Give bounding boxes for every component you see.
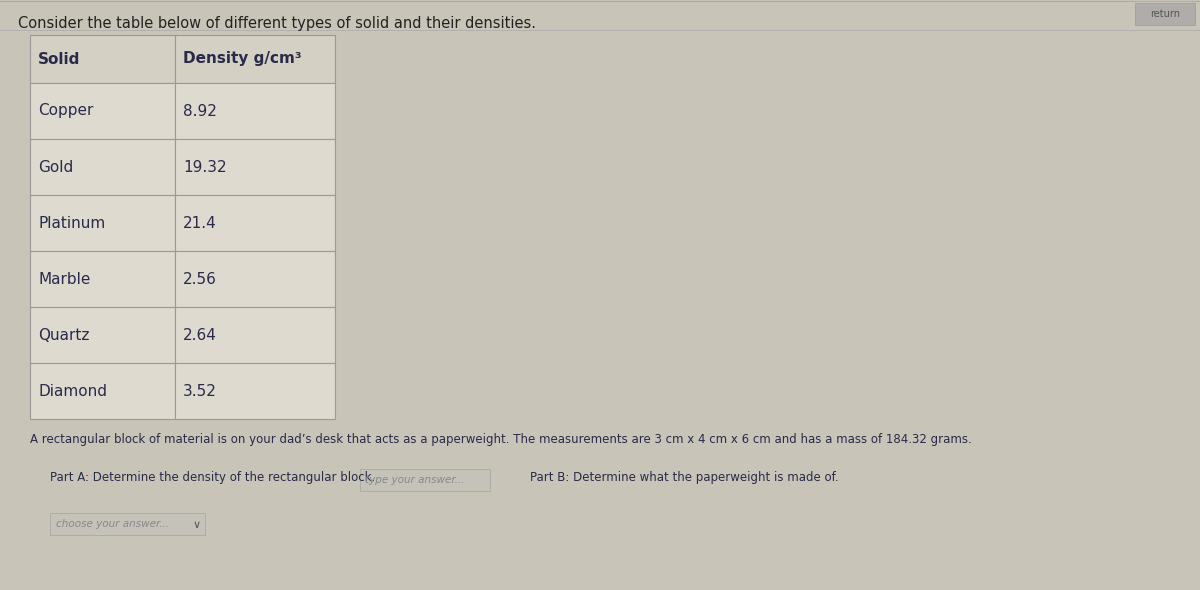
Text: ∨: ∨ bbox=[193, 520, 202, 530]
Text: 8.92: 8.92 bbox=[182, 103, 217, 119]
Text: Part B: Determine what the paperweight is made of.: Part B: Determine what the paperweight i… bbox=[530, 471, 839, 484]
Bar bbox=[30, 251, 175, 307]
Bar bbox=[30, 83, 175, 139]
Bar bbox=[30, 195, 175, 251]
Bar bbox=[175, 251, 335, 307]
Bar bbox=[175, 35, 335, 83]
Bar bbox=[30, 139, 175, 195]
Text: Diamond: Diamond bbox=[38, 384, 107, 398]
Bar bbox=[175, 195, 335, 251]
Bar bbox=[175, 139, 335, 195]
Text: Platinum: Platinum bbox=[38, 215, 106, 231]
Bar bbox=[360, 469, 490, 491]
Text: Part A: Determine the density of the rectangular block.: Part A: Determine the density of the rec… bbox=[50, 471, 376, 484]
Text: A rectangular block of material is on your dad’s desk that acts as a paperweight: A rectangular block of material is on yo… bbox=[30, 433, 972, 446]
Bar bbox=[30, 307, 175, 363]
Bar bbox=[30, 363, 175, 419]
Text: Copper: Copper bbox=[38, 103, 94, 119]
Text: Marble: Marble bbox=[38, 271, 90, 287]
Bar bbox=[30, 35, 175, 83]
Text: 3.52: 3.52 bbox=[182, 384, 217, 398]
Bar bbox=[175, 307, 335, 363]
Bar bbox=[50, 513, 205, 535]
Text: Consider the table below of different types of solid and their densities.: Consider the table below of different ty… bbox=[18, 16, 536, 31]
Text: Quartz: Quartz bbox=[38, 327, 89, 343]
Text: 19.32: 19.32 bbox=[182, 159, 227, 175]
Text: Density g/cm³: Density g/cm³ bbox=[182, 51, 301, 67]
Text: 21.4: 21.4 bbox=[182, 215, 217, 231]
Text: 2.64: 2.64 bbox=[182, 327, 217, 343]
Bar bbox=[175, 83, 335, 139]
Text: 2.56: 2.56 bbox=[182, 271, 217, 287]
Text: Solid: Solid bbox=[38, 51, 80, 67]
Text: return: return bbox=[1150, 9, 1180, 19]
Text: Gold: Gold bbox=[38, 159, 73, 175]
Text: choose your answer...: choose your answer... bbox=[56, 519, 169, 529]
Text: type your answer...: type your answer... bbox=[365, 475, 464, 485]
Bar bbox=[175, 363, 335, 419]
Bar bbox=[1135, 3, 1195, 25]
